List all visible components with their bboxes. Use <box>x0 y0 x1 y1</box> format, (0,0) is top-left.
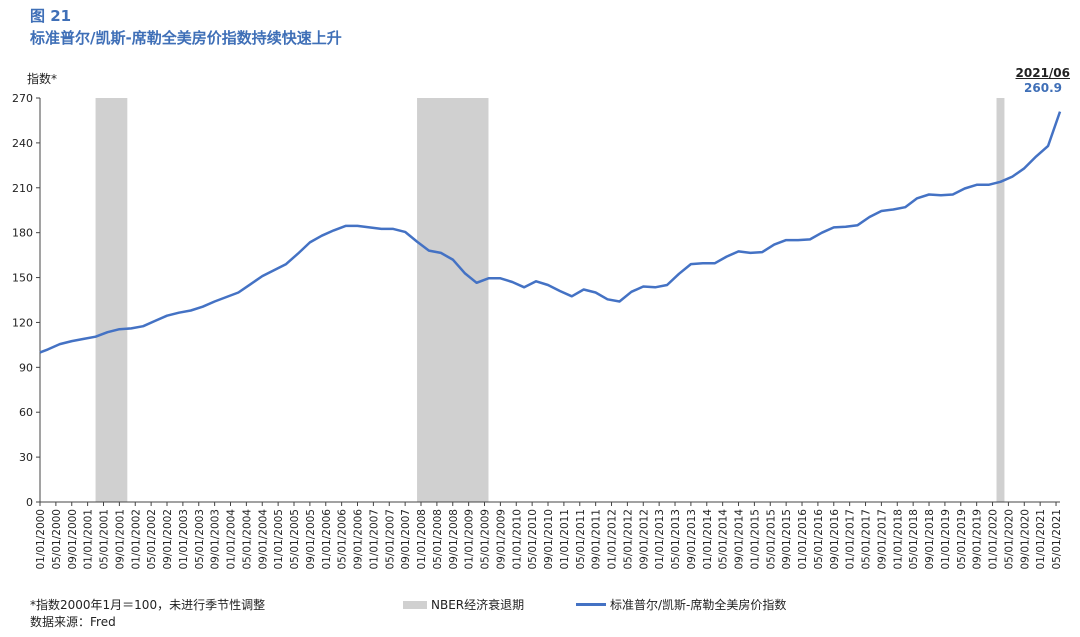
x-tick-label: 05/01/2005 <box>289 509 301 570</box>
x-tick-label: 09/01/2011 <box>591 509 603 570</box>
y-tick-label: 30 <box>19 451 33 464</box>
chart-title: 标准普尔/凯斯-席勒全美房价指数持续快速上升 <box>30 29 342 47</box>
x-tick-label: 09/01/2013 <box>686 509 698 570</box>
x-tick-label: 05/01/2009 <box>480 509 492 570</box>
x-tick-label: 05/01/2011 <box>575 509 587 570</box>
x-tick-label: 09/01/2014 <box>734 509 746 570</box>
x-tick-label: 09/01/2018 <box>924 509 936 570</box>
x-tick-label: 09/01/2010 <box>543 509 555 570</box>
x-tick-label: 01/01/2001 <box>83 509 95 570</box>
x-tick-label: 05/01/2007 <box>384 509 396 570</box>
x-tick-label: 01/01/2009 <box>464 509 476 570</box>
legend-series-swatch <box>576 603 606 606</box>
x-tick-label: 05/01/2017 <box>861 509 873 570</box>
x-tick-label: 05/01/2014 <box>718 509 730 570</box>
legend-series-label: 标准普尔/凯斯-席勒全美房价指数 <box>610 598 787 612</box>
x-tick-label: 01/01/2017 <box>845 509 857 570</box>
x-tick-label: 09/01/2006 <box>353 509 365 570</box>
x-tick-label: 09/01/2005 <box>305 509 317 570</box>
figure-number: 图 21 <box>30 7 72 25</box>
x-tick-label: 01/01/2007 <box>368 509 380 570</box>
x-tick-label: 01/01/2010 <box>511 509 523 570</box>
x-tick-label: 05/01/2000 <box>51 509 63 570</box>
y-tick-label: 0 <box>26 496 33 509</box>
x-tick-label: 05/01/2020 <box>1003 509 1015 570</box>
legend-series: 标准普尔/凯斯-席勒全美房价指数 <box>576 596 786 613</box>
x-tick-label: 09/01/2008 <box>448 509 460 570</box>
x-tick-label: 09/01/2019 <box>972 509 984 570</box>
y-tick-label: 90 <box>19 361 33 374</box>
x-tick-label: 09/01/2009 <box>495 509 507 570</box>
x-tick-label: 05/01/2008 <box>432 509 444 570</box>
x-tick-label: 01/01/2020 <box>988 509 1000 570</box>
x-tick-label: 05/01/2015 <box>765 509 777 570</box>
x-tick-label: 01/01/2003 <box>178 509 190 570</box>
x-tick-label: 01/01/2021 <box>1035 509 1047 570</box>
x-tick-label: 05/01/2010 <box>527 509 539 570</box>
recession-band <box>417 98 489 502</box>
x-tick-label: 05/01/2002 <box>146 509 158 570</box>
x-tick-label: 09/01/2001 <box>114 509 126 570</box>
y-tick-label: 120 <box>12 316 33 329</box>
x-tick-label: 01/01/2000 <box>35 509 47 570</box>
x-tick-label: 09/01/2016 <box>829 509 841 570</box>
x-tick-label: 05/01/2018 <box>908 509 920 570</box>
x-tick-label: 01/01/2018 <box>892 509 904 570</box>
x-tick-label: 01/01/2016 <box>797 509 809 570</box>
x-tick-label: 05/01/2019 <box>956 509 968 570</box>
legend-recession-swatch <box>403 600 427 609</box>
recession-band <box>996 98 1005 502</box>
data-source: 数据来源：Fred <box>30 615 116 629</box>
y-tick-label: 270 <box>12 92 33 105</box>
x-tick-label: 01/01/2008 <box>416 509 428 570</box>
x-tick-label: 09/01/2000 <box>67 509 79 570</box>
x-tick-label: 01/01/2015 <box>749 509 761 570</box>
x-tick-label: 09/01/2002 <box>162 509 174 570</box>
y-tick-label: 180 <box>12 227 33 240</box>
footnote: *指数2000年1月＝100，未进行季节性调整 <box>30 598 266 612</box>
y-tick-label: 150 <box>12 272 33 285</box>
x-tick-label: 09/01/2017 <box>876 509 888 570</box>
end-value-annotation: 260.9 <box>1024 81 1062 95</box>
x-tick-label: 05/01/2003 <box>194 509 206 570</box>
x-tick-label: 09/01/2007 <box>400 509 412 570</box>
y-tick-label: 210 <box>12 182 33 195</box>
legend-recession: NBER经济衰退期 <box>403 596 524 613</box>
x-tick-label: 01/01/2006 <box>321 509 333 570</box>
x-tick-label: 01/01/2002 <box>130 509 142 570</box>
x-tick-label: 05/01/2016 <box>813 509 825 570</box>
x-tick-label: 05/01/2001 <box>99 509 111 570</box>
x-tick-label: 05/01/2013 <box>670 509 682 570</box>
x-tick-label: 09/01/2015 <box>781 509 793 570</box>
x-tick-label: 05/01/2021 <box>1051 509 1063 570</box>
y-tick-label: 60 <box>19 406 33 419</box>
series-line <box>39 111 1062 354</box>
x-tick-label: 01/01/2011 <box>559 509 571 570</box>
x-tick-label: 01/01/2012 <box>607 509 619 570</box>
end-date-annotation: 2021/06 <box>1015 66 1070 80</box>
x-tick-label: 05/01/2004 <box>241 509 253 570</box>
x-tick-label: 01/01/2013 <box>654 509 666 570</box>
x-tick-label: 05/01/2006 <box>337 509 349 570</box>
x-tick-label: 09/01/2020 <box>1019 509 1031 570</box>
y-axis-unit-label: 指数* <box>27 72 58 86</box>
x-tick-label: 01/01/2019 <box>940 509 952 570</box>
legend-recession-label: NBER经济衰退期 <box>431 598 525 612</box>
x-tick-label: 09/01/2012 <box>638 509 650 570</box>
recession-band <box>95 98 128 502</box>
x-tick-label: 09/01/2003 <box>210 509 222 570</box>
y-tick-label: 240 <box>12 137 33 150</box>
x-tick-label: 09/01/2004 <box>257 509 269 570</box>
x-tick-label: 01/01/2004 <box>226 509 238 570</box>
x-tick-label: 01/01/2014 <box>702 509 714 570</box>
x-tick-label: 05/01/2012 <box>622 509 634 570</box>
x-tick-label: 01/01/2005 <box>273 509 285 570</box>
